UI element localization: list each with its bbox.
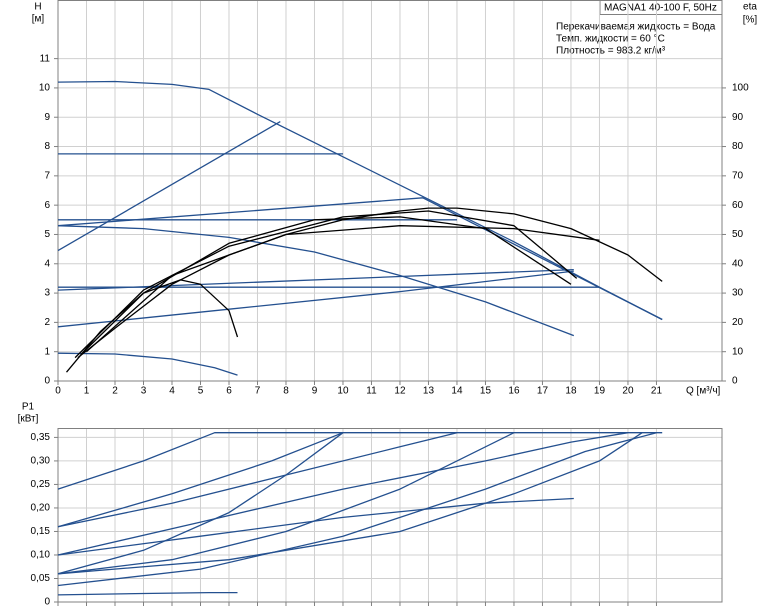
curve — [57, 432, 643, 575]
eta-curve — [86, 225, 600, 353]
curve — [57, 432, 344, 575]
y2-tick-label: 60 — [732, 200, 744, 211]
y2-tick-label: 50 — [732, 229, 744, 240]
eta-curve — [77, 207, 663, 359]
y2-tick-label: 0 — [732, 376, 738, 387]
y2-tick-label: 100 — [732, 83, 749, 94]
y2-tick-label: 90 — [732, 112, 744, 123]
y-unit: [кВт] — [18, 414, 39, 425]
eta-curve — [80, 216, 572, 356]
curve — [57, 268, 574, 291]
curve — [57, 591, 238, 596]
curve — [57, 80, 663, 321]
x-tick-label: 11 — [366, 386, 377, 397]
eta-curve — [74, 210, 578, 359]
x-tick-label: 16 — [508, 386, 520, 397]
plot-frame — [57, 428, 723, 603]
y2-tick-label: 20 — [732, 317, 744, 328]
x-tick-label: 10 — [337, 386, 349, 397]
y-unit: [м] — [32, 14, 45, 25]
y-tick-label: 10 — [39, 83, 51, 94]
x-tick-label: 0 — [55, 386, 61, 397]
y-tick-label: 0,15 — [31, 526, 51, 537]
x-tick-label: 12 — [394, 386, 406, 397]
x-label: Q [м³/ч] — [686, 386, 721, 397]
y-tick-label: 0,25 — [31, 479, 51, 490]
x-tick-label: 13 — [423, 386, 435, 397]
curve — [57, 432, 663, 490]
y-tick-label: 8 — [44, 141, 50, 152]
y-tick-label: 3 — [44, 288, 50, 299]
curve — [57, 432, 629, 556]
x-tick-label: 8 — [283, 386, 289, 397]
x-tick-label: 6 — [226, 386, 232, 397]
info: Темп. жидкости = 60 °C — [556, 34, 665, 45]
y-tick-label: 0,10 — [31, 550, 51, 561]
curve — [57, 121, 281, 252]
plot-frame — [57, 0, 723, 382]
curve — [57, 497, 574, 556]
y-tick-label: 0 — [44, 597, 50, 608]
x-tick-label: 19 — [594, 386, 606, 397]
y2-tick-label: 10 — [732, 346, 744, 357]
y-label: H — [34, 2, 41, 13]
y-tick-label: 0,20 — [31, 503, 51, 514]
y-tick-label: 6 — [44, 200, 50, 211]
x-tick-label: 1 — [84, 386, 90, 397]
x-tick-label: 14 — [451, 386, 463, 397]
curve — [57, 197, 663, 321]
x-tick-label: 17 — [537, 386, 549, 397]
x-tick-label: 9 — [312, 386, 318, 397]
y-tick-label: 0,30 — [31, 456, 51, 467]
curve — [57, 270, 574, 328]
x-tick-label: 15 — [480, 386, 492, 397]
y-tick-label: 9 — [44, 112, 50, 123]
x-tick-label: 20 — [622, 386, 634, 397]
y2-tick-label: 80 — [732, 141, 744, 152]
curve — [57, 432, 657, 587]
x-tick-label: 7 — [255, 386, 261, 397]
y-tick-label: 2 — [44, 317, 50, 328]
curve — [57, 352, 238, 376]
x-tick-label: 18 — [565, 386, 577, 397]
curve — [57, 432, 458, 528]
x-tick-label: 4 — [169, 386, 175, 397]
y-tick-label: 5 — [44, 229, 50, 240]
model: MAGNA1 40-100 F, 50Hz — [604, 3, 717, 14]
info: Плотность = 983.2 кг/м³ — [556, 46, 666, 57]
y-tick-label: 0,05 — [31, 573, 51, 584]
y2-tick-label: 30 — [732, 288, 744, 299]
y2-unit: [%] — [743, 15, 758, 26]
y-tick-label: 7 — [44, 170, 50, 181]
y2-tick-label: 40 — [732, 258, 744, 269]
curve — [57, 225, 575, 337]
y-tick-label: 11 — [40, 53, 51, 64]
curve — [57, 432, 344, 528]
y2-tick-label: 70 — [732, 170, 744, 181]
y-tick-label: 4 — [44, 258, 50, 269]
eta-curve — [66, 279, 239, 373]
y-label: P1 — [22, 402, 35, 413]
y-tick-label: 1 — [44, 346, 50, 357]
y-tick-label: 0,35 — [31, 432, 51, 443]
curve — [57, 432, 515, 575]
info: Перекачиваемая жидкость = Вода — [556, 22, 716, 33]
x-tick-label: 21 — [651, 386, 663, 397]
x-tick-label: 2 — [112, 386, 118, 397]
y2-label: eta — [743, 2, 757, 13]
y-tick-label: 0 — [44, 376, 50, 387]
x-tick-label: 3 — [141, 386, 147, 397]
x-tick-label: 5 — [198, 386, 204, 397]
